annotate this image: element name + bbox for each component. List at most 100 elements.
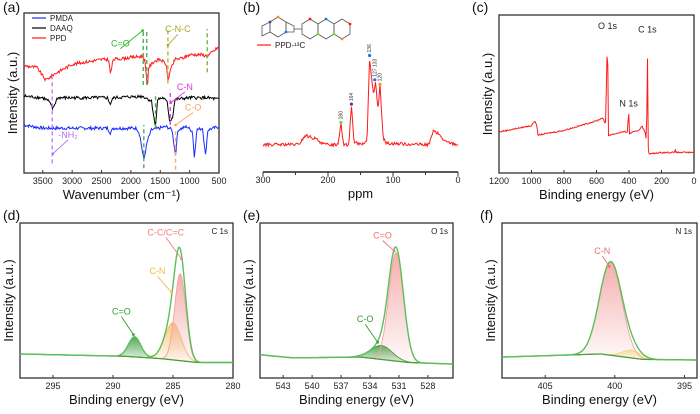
x-tick-label: 543 — [276, 381, 291, 391]
x-tick-label: 395 — [677, 381, 692, 391]
corner-label: C 1s — [212, 227, 228, 236]
component-line — [260, 252, 453, 365]
annotation-arrow — [120, 30, 143, 49]
annotation-label: C-N-C — [165, 24, 191, 34]
annotation-label: C=O — [111, 39, 130, 49]
x-tick-label: 531 — [391, 381, 406, 391]
x-tick-label: 3000 — [62, 176, 82, 186]
x-tick-label: 0 — [691, 176, 696, 186]
y-axis-label: Intensity (a.u.) — [5, 52, 20, 134]
annotation-label: C-N — [594, 246, 610, 256]
annotation-label: C-N — [177, 82, 193, 92]
peak-marker — [373, 78, 377, 82]
annotation-label: C-N — [149, 266, 165, 276]
arrow-head — [174, 123, 177, 127]
x-tick-label: 300 — [255, 175, 270, 185]
panel-e: (e) 543 540 537 534 531 528 Binding energy (eV)… — [241, 207, 454, 407]
legend-label: DAAQ — [50, 24, 73, 33]
peak-label: O 1s — [598, 21, 618, 31]
arrow-head — [132, 333, 135, 336]
x-tick-label: 528 — [420, 381, 435, 391]
annotation-arrow — [121, 316, 134, 335]
x-axis-label: ppm — [348, 186, 373, 201]
x-tick-label: 200 — [320, 175, 335, 185]
component-fill — [502, 262, 697, 360]
panel-label: (d) — [3, 207, 20, 223]
x-axis-label: Binding energy (eV) — [69, 392, 184, 407]
chemical-structure-icon — [261, 15, 352, 41]
y-axis-label: Intensity (a.u.) — [241, 259, 256, 341]
peak-label: 120 — [378, 73, 384, 82]
envelope-line — [502, 260, 697, 361]
series-line-spectrum — [498, 56, 695, 155]
peak-marker — [339, 120, 343, 124]
plot-frame — [498, 14, 695, 174]
panel-b: (b) 300 200 100 0 ppm PPD-¹³C 180 164 136 127 1331… — [243, 0, 461, 201]
annotation-label: C-O — [185, 103, 202, 113]
annotation-label: -NH₂ — [58, 130, 78, 140]
annotation-arrow — [175, 112, 194, 126]
component-fill — [20, 336, 233, 363]
panel-label: (e) — [243, 207, 260, 223]
panel-c: (c) 1200 1000 800 600 400 200 0 Binding energy (… — [472, 0, 697, 202]
plot-frame — [501, 222, 698, 379]
arrow-head — [170, 291, 174, 295]
peak-label: N 1s — [619, 99, 638, 109]
peak-marker — [368, 53, 372, 58]
annotation-arrow — [52, 139, 69, 155]
peak-marker — [378, 82, 382, 86]
panel-label: (b) — [243, 0, 260, 15]
x-tick-label: 3500 — [33, 176, 53, 186]
x-tick-label: 290 — [105, 381, 120, 391]
x-tick-label: 534 — [362, 381, 377, 391]
annotation-label: C=O — [112, 306, 131, 316]
annotation-arrow — [167, 33, 179, 46]
arrow-head — [607, 265, 611, 268]
annotation-arrow — [157, 275, 173, 294]
panel-d: (d) 295 290 285 280 Binding energy (eV) Intens… — [1, 207, 241, 407]
x-tick-label: 1000 — [180, 176, 200, 186]
x-tick-label: 200 — [654, 176, 669, 186]
x-tick-label: 400 — [607, 381, 622, 391]
panel-f: (f) 405 400 395 Binding energy (eV) Intensity… — [480, 207, 698, 407]
plot-frame — [19, 222, 234, 379]
legend-label: PMDA — [50, 14, 74, 23]
peak-label: 164 — [349, 93, 355, 102]
series-line-daaq — [23, 93, 220, 126]
x-tick-label: 2000 — [121, 176, 141, 186]
envelope-line — [260, 246, 453, 365]
series-line-ppdc — [262, 60, 459, 148]
y-axis-label: Intensity (a.u.) — [483, 259, 498, 341]
x-tick-label: 500 — [211, 176, 226, 186]
x-tick-label: 100 — [385, 175, 400, 185]
series-line-ppd — [23, 45, 220, 86]
corner-label: O 1s — [431, 227, 448, 236]
arrow-head — [392, 249, 396, 253]
annotation-label: C=O — [373, 231, 392, 241]
x-axis-label: Binding energy (eV) — [539, 187, 654, 202]
y-axis-label: Intensity (a.u.) — [1, 259, 16, 341]
x-tick-label: 280 — [225, 381, 240, 391]
x-axis-label: Binding energy (eV) — [299, 392, 414, 407]
peak-label: 180 — [339, 111, 345, 120]
x-tick-label: 1500 — [150, 176, 170, 186]
series-line-pmda — [23, 123, 220, 160]
x-tick-label: 295 — [45, 381, 60, 391]
annotation-arrow — [382, 240, 395, 252]
component-fill — [260, 345, 453, 365]
component-line — [260, 345, 453, 365]
peak-label: 136 — [367, 44, 373, 53]
y-axis-label: Intensity (a.u.) — [480, 53, 495, 135]
annotation-label: C-C/C=C — [147, 227, 184, 237]
x-tick-label: 800 — [556, 176, 571, 186]
corner-label: N 1s — [676, 227, 692, 236]
plot-frame — [259, 222, 454, 379]
x-tick-label: 540 — [305, 381, 320, 391]
panel-label: (a) — [3, 0, 20, 15]
panel-label: (c) — [472, 0, 488, 15]
x-tick-label: 537 — [334, 381, 349, 391]
x-tick-label: 600 — [589, 176, 604, 186]
arrow-head — [376, 341, 380, 344]
